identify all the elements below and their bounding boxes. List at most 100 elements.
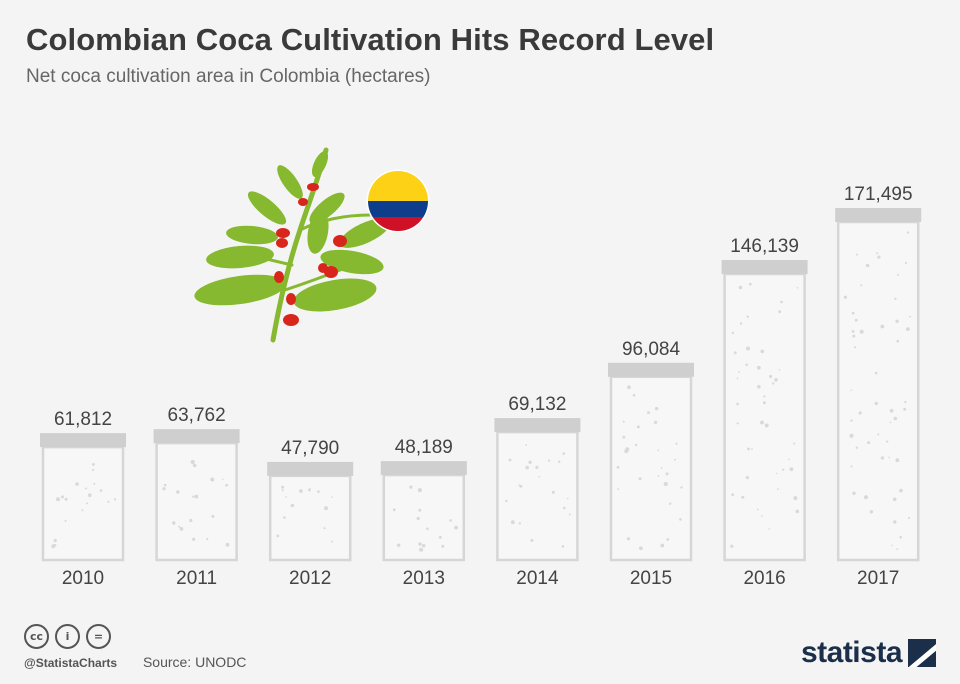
- bar-texture-dot: [635, 443, 638, 447]
- bar-texture-dot: [867, 441, 871, 445]
- bar-texture-dot: [852, 334, 856, 338]
- bar-group-2011: 63,762 2011: [153, 405, 240, 589]
- bar-series: 61,812 2010 63,762 2011 47,790 2012 48,189 2013…: [40, 184, 922, 589]
- source-text: Source: UNODC: [142, 654, 247, 670]
- bar-texture-dot: [903, 407, 907, 411]
- bar-texture-dot: [176, 490, 180, 494]
- bar-texture-dot: [285, 496, 288, 498]
- bar-texture-dot: [397, 543, 401, 547]
- bar-texture-dot: [81, 509, 84, 512]
- bar-texture-dot: [756, 365, 761, 370]
- bar-2011: [155, 441, 238, 562]
- bar-texture-dot: [192, 463, 197, 468]
- bar-texture-dot: [772, 382, 775, 385]
- value-label-2017: 171,495: [844, 184, 913, 205]
- bar-texture-dot: [418, 542, 422, 546]
- statista-logo[interactable]: statista: [801, 636, 936, 670]
- bar-texture-dot: [895, 458, 900, 463]
- bar-texture-dot: [225, 542, 230, 547]
- bar-texture-dot: [518, 484, 520, 486]
- bar-texture-dot: [762, 401, 766, 405]
- bar-texture-dot: [904, 261, 908, 264]
- bar-texture-dot: [562, 452, 566, 455]
- bar-texture-dot: [525, 465, 529, 470]
- bar-texture-dot: [616, 465, 620, 469]
- bar-texture-dot: [739, 322, 743, 325]
- bar-texture-dot: [756, 508, 759, 511]
- bar-texture-dot: [92, 468, 95, 472]
- bar-texture-dot: [525, 444, 528, 446]
- value-label-2014: 69,132: [508, 394, 566, 415]
- bar-texture-dot: [449, 519, 452, 522]
- chart-title: Colombian Coca Cultivation Hits Record L…: [26, 22, 715, 57]
- bar-texture-dot: [535, 465, 539, 469]
- bar-group-2017: 171,495 2017: [835, 184, 922, 589]
- value-label-2016: 146,139: [730, 236, 799, 257]
- bar-texture-dot: [876, 252, 879, 255]
- x-tick-label-2015: 2015: [630, 568, 672, 589]
- bar-texture-dot: [775, 472, 778, 475]
- bar-2014: [496, 430, 579, 562]
- bar-cap-2015: [608, 362, 694, 377]
- bar-texture-dot: [665, 472, 669, 476]
- bar-group-2016: 146,139 2016: [721, 236, 808, 589]
- bar-texture-dot: [877, 433, 880, 436]
- bar-texture-dot: [738, 371, 740, 373]
- bar-texture-dot: [851, 330, 855, 333]
- bar-cap-2016: [721, 260, 808, 275]
- bar-texture-dot: [290, 503, 295, 508]
- bar-texture-dot: [893, 416, 898, 421]
- bar-texture-dot: [843, 295, 848, 299]
- bar-texture-dot: [426, 527, 429, 530]
- bar-texture-dot: [660, 467, 663, 469]
- bar-texture-dot: [61, 495, 64, 499]
- bar-texture-dot: [323, 527, 326, 530]
- bar-texture-dot: [283, 516, 286, 519]
- bar-texture-dot: [222, 478, 224, 481]
- bar-texture-dot: [551, 490, 555, 494]
- cc-icon: cc: [24, 624, 49, 649]
- bar-texture-dot: [568, 513, 571, 516]
- bar-texture-dot: [899, 488, 903, 493]
- bar-texture-dot: [64, 519, 67, 522]
- bar-texture-dot: [392, 508, 396, 512]
- bar-texture-dot: [86, 502, 88, 505]
- bar-texture-dot: [904, 400, 907, 404]
- bar-texture-dot: [324, 506, 328, 511]
- bar-texture-dot: [769, 374, 773, 379]
- bar-texture-dot: [518, 522, 521, 525]
- bar-texture-dot: [869, 510, 874, 514]
- value-label-2010: 61,812: [54, 409, 112, 430]
- bar-texture-dot: [860, 284, 863, 287]
- value-label-2011: 63,762: [168, 405, 226, 426]
- bar-texture-dot: [850, 389, 853, 392]
- bar-texture-dot: [855, 253, 858, 256]
- bar-texture-dot: [886, 440, 889, 443]
- bar-texture-dot: [636, 425, 640, 429]
- bar-texture-dot: [768, 528, 770, 530]
- x-tick-label-2017: 2017: [857, 568, 899, 589]
- bar-texture-dot: [663, 481, 668, 487]
- bar-texture-dot: [850, 419, 853, 422]
- bar-texture-dot: [874, 371, 878, 375]
- bar-texture-dot: [64, 497, 68, 501]
- x-tick-label-2016: 2016: [743, 568, 785, 589]
- bar-texture-dot: [454, 525, 458, 530]
- bar-texture-dot: [654, 406, 659, 411]
- bar-texture-dot: [528, 460, 532, 464]
- bar-texture-dot: [796, 287, 799, 289]
- chart-subtitle: Net coca cultivation area in Colombia (h…: [26, 66, 431, 87]
- bar-cap-2013: [380, 461, 467, 476]
- bar-texture-dot: [657, 475, 660, 477]
- bar-group-2012: 47,790 2012: [267, 438, 354, 589]
- bar-texture-dot: [538, 475, 540, 478]
- bar-texture-dot: [899, 535, 902, 539]
- bar-texture-dot: [639, 546, 643, 551]
- value-label-2013: 48,189: [395, 437, 453, 458]
- statista-handle[interactable]: @StatistaCharts: [24, 656, 118, 670]
- bar-texture-dot: [419, 547, 424, 552]
- bar-texture-dot: [53, 538, 57, 543]
- bar-2015: [609, 375, 693, 562]
- bar-texture-dot: [505, 499, 508, 503]
- bar-2010: [41, 445, 125, 562]
